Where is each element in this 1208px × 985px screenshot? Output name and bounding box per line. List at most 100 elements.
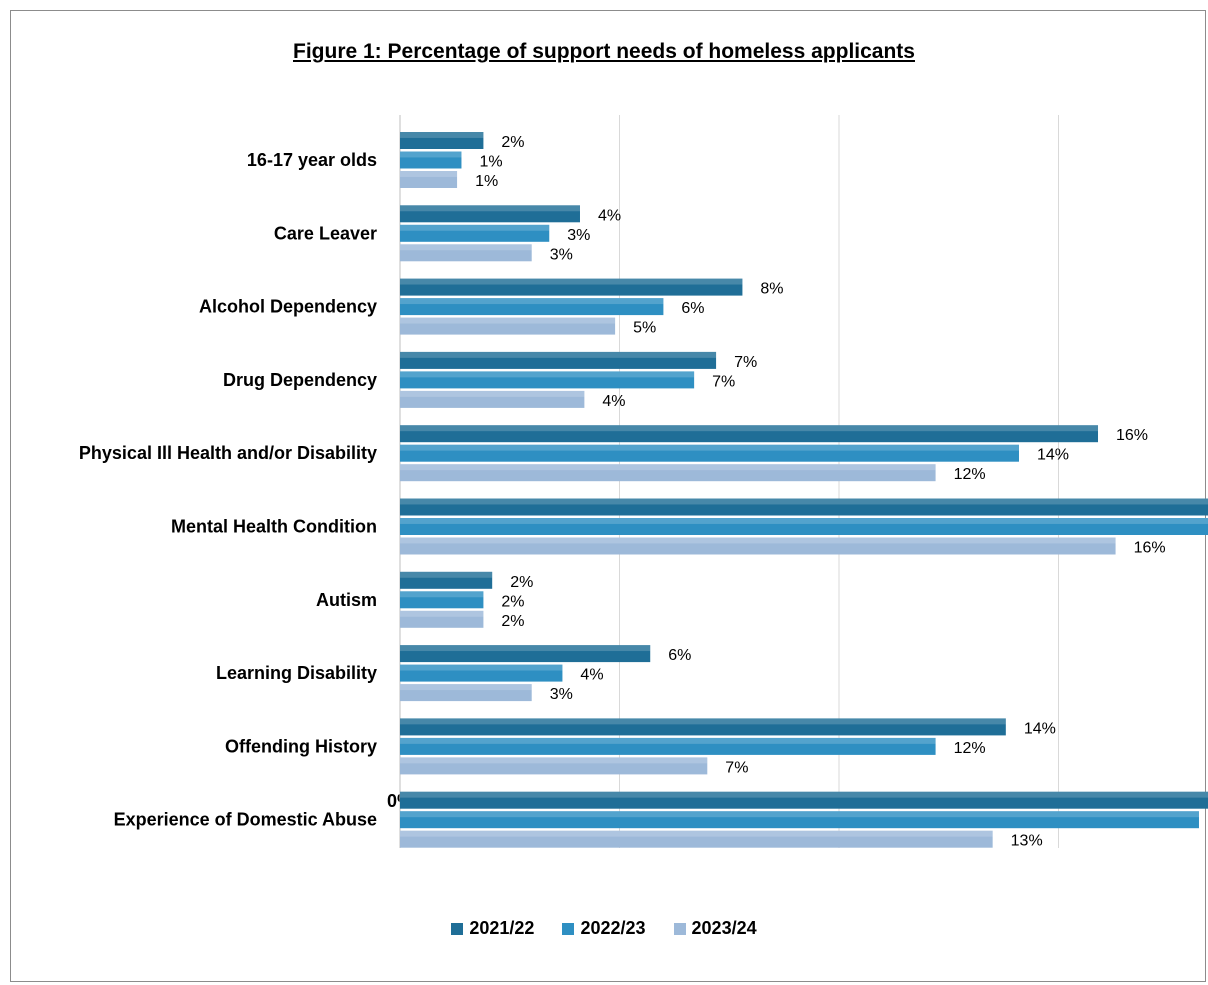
data-label: 3% [550, 686, 573, 703]
data-label: 12% [954, 466, 986, 483]
bar-highlight [400, 171, 458, 177]
legend-item: 2023/24 [673, 918, 757, 939]
data-label: 2% [510, 574, 533, 591]
data-label: 7% [712, 373, 735, 390]
data-label: 1% [475, 173, 498, 190]
data-label: 4% [598, 207, 621, 224]
bar [400, 371, 695, 389]
data-label: 4% [580, 667, 603, 684]
legend: 2021/22 2022/23 2023/24 [0, 918, 1208, 939]
bar [400, 464, 936, 482]
category-label: Drug Dependency [223, 370, 377, 390]
bar [400, 444, 1019, 462]
bar-highlight [400, 351, 717, 358]
data-label: 2% [501, 593, 524, 610]
bar [400, 298, 664, 316]
bar [400, 610, 484, 628]
data-label: 16% [1116, 427, 1148, 444]
data-label: 4% [602, 393, 625, 410]
legend-label: 2021/22 [469, 918, 535, 938]
category-label: Physical Ill Health and/or Disability [79, 443, 377, 463]
legend-label: 2023/24 [691, 918, 757, 938]
bar-highlight [400, 224, 550, 231]
bar [400, 591, 484, 609]
category-label: Autism [316, 590, 377, 610]
bar [400, 684, 532, 702]
bar-highlight [400, 205, 580, 212]
bar [400, 425, 1099, 443]
data-label: 2% [501, 613, 524, 630]
data-label: 14% [1037, 447, 1069, 464]
category-label: Alcohol Dependency [199, 297, 377, 317]
data-label: 16% [1134, 540, 1166, 557]
bar-highlight [400, 684, 532, 691]
data-label: 1% [479, 154, 502, 171]
bar-highlight [400, 518, 1208, 524]
bar [400, 571, 493, 589]
category-label: Offending History [225, 736, 377, 756]
bar-highlight [400, 464, 936, 471]
bar-highlight [400, 298, 664, 305]
legend-swatch [562, 922, 575, 935]
bar-highlight [400, 757, 708, 764]
chart-title: Figure 1: Percentage of support needs of… [293, 40, 915, 63]
bar-highlight [400, 132, 484, 138]
bar-highlight [400, 791, 1208, 798]
bar [400, 151, 462, 169]
bar [400, 537, 1116, 555]
data-label: 6% [668, 647, 691, 664]
data-label: 8% [760, 281, 783, 298]
legend-label: 2022/23 [580, 918, 646, 938]
bar-highlight [400, 645, 651, 652]
bar-highlight [400, 537, 1116, 544]
bar [400, 645, 651, 663]
legend-swatch [451, 922, 464, 935]
bar-highlight [400, 571, 493, 578]
bar-highlight [400, 811, 1199, 818]
bar [400, 244, 532, 262]
data-label: 5% [633, 320, 656, 337]
bar-highlight [400, 830, 993, 837]
data-label: 6% [681, 300, 704, 317]
bar-highlight [400, 718, 1006, 725]
bar-highlight [400, 425, 1099, 432]
bar [400, 132, 484, 149]
bar-highlight [400, 498, 1208, 505]
bar [400, 811, 1199, 829]
bar [400, 224, 550, 242]
bar-highlight [400, 244, 532, 251]
category-label: Learning Disability [216, 663, 377, 683]
category-label: 16-17 year olds [247, 150, 377, 170]
bar-highlight [400, 664, 563, 671]
bar-highlight [400, 317, 616, 324]
data-label: 12% [954, 740, 986, 757]
data-label: 7% [734, 354, 757, 371]
bar-highlight [400, 371, 695, 378]
data-label: 13% [1011, 833, 1043, 850]
bar [400, 498, 1208, 516]
bar-highlight [400, 591, 484, 598]
category-label: Mental Health Condition [171, 517, 377, 537]
category-label: Experience of Domestic Abuse [114, 810, 377, 830]
bar-highlight [400, 444, 1019, 451]
bar [400, 664, 563, 682]
bar [400, 317, 616, 335]
legend-item: 2022/23 [562, 918, 646, 939]
bar-highlight [400, 737, 936, 744]
data-label: 2% [501, 134, 524, 151]
data-label: 7% [725, 759, 748, 776]
bar [400, 205, 580, 223]
bar [400, 518, 1208, 535]
data-label: 3% [567, 227, 590, 244]
bar [400, 830, 993, 848]
category-label: Care Leaver [274, 223, 377, 243]
legend-item: 2021/22 [451, 918, 534, 939]
data-label: 14% [1024, 720, 1056, 737]
legend-swatch [673, 922, 686, 935]
data-label: 3% [550, 246, 573, 263]
bar [400, 718, 1006, 736]
bar [400, 737, 936, 755]
bar-highlight [400, 610, 484, 617]
bar [400, 390, 585, 408]
